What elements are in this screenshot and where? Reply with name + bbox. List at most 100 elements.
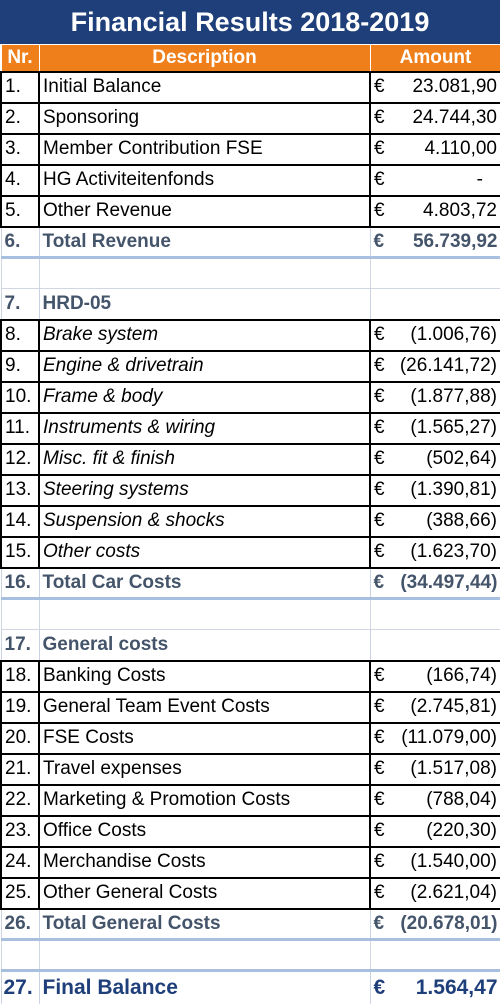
row-nr: 16. xyxy=(0,567,40,600)
section-row: 7. HRD-05 xyxy=(0,288,500,320)
row-amount: 4.110,00 xyxy=(424,138,497,159)
row-amount: (788,04) xyxy=(426,789,497,810)
financial-table: Nr. Description Amount 1. Initial Balanc… xyxy=(0,44,500,1004)
row-nr: 21. xyxy=(0,752,40,786)
row-description: Sponsoring xyxy=(38,101,371,135)
total-row: 16. Total Car Costs € (34.497,44) xyxy=(0,567,500,600)
row-amount: (20.678,01) xyxy=(400,912,498,934)
table-row: 20. FSE Costs € (11.079,00) xyxy=(0,721,500,755)
row-nr: 1. xyxy=(0,70,40,104)
row-amount: (1.540,00) xyxy=(410,851,497,872)
row-amount: 4.803,72 xyxy=(423,200,497,221)
table-row: 13. Steering systems € (1.390,81) xyxy=(0,473,500,507)
section-row: 17. General costs xyxy=(0,629,500,661)
currency-symbol: € xyxy=(373,230,385,252)
row-description: Office Costs xyxy=(38,814,371,848)
row-nr: 12. xyxy=(0,442,40,476)
row-nr: 26. xyxy=(0,908,40,941)
currency-symbol: € xyxy=(374,541,385,562)
row-nr: 18. xyxy=(0,659,40,693)
row-amount: - xyxy=(476,169,483,190)
currency-symbol: € xyxy=(374,448,385,469)
row-amount: (1.517,08) xyxy=(410,758,497,779)
header-nr: Nr. xyxy=(0,44,40,72)
row-amount: 1.564,47 xyxy=(415,975,498,999)
header-row: Nr. Description Amount xyxy=(0,44,500,72)
table-row: 11. Instruments & wiring € (1.565,27) xyxy=(0,411,500,445)
row-nr: 27. xyxy=(0,969,40,1004)
row-nr: 22. xyxy=(0,783,40,817)
row-nr: 15. xyxy=(0,535,40,569)
row-description: Other costs xyxy=(38,535,371,569)
row-amount: (1.877,88) xyxy=(410,386,497,407)
currency-symbol: € xyxy=(374,882,385,903)
row-description: Brake system xyxy=(38,318,371,352)
table-row: 4. HG Activiteitenfonds € - xyxy=(0,163,500,197)
row-amount: (502,64) xyxy=(426,448,497,469)
currency-symbol: € xyxy=(374,417,385,438)
row-description: Travel expenses xyxy=(38,752,371,786)
row-nr: 19. xyxy=(0,690,40,724)
row-description: Total Revenue xyxy=(38,226,371,259)
table-row: 25. Other General Costs € (2.621,04) xyxy=(0,876,500,910)
row-nr: 24. xyxy=(0,845,40,879)
row-amount: 24.744,30 xyxy=(412,107,497,128)
row-description: Marketing & Promotion Costs xyxy=(38,783,371,817)
row-amount: (2.745,81) xyxy=(410,696,497,717)
currency-symbol: € xyxy=(374,851,385,872)
row-nr: 7. xyxy=(0,288,40,320)
row-amount: (388,66) xyxy=(426,510,497,531)
currency-symbol: € xyxy=(374,138,385,159)
row-description: Suspension & shocks xyxy=(38,504,371,538)
row-description: Initial Balance xyxy=(38,70,371,104)
currency-symbol: € xyxy=(374,820,385,841)
row-amount: (1.565,27) xyxy=(410,417,497,438)
currency-symbol: € xyxy=(374,200,385,221)
row-description: Steering systems xyxy=(38,473,371,507)
row-nr: 14. xyxy=(0,504,40,538)
row-nr: 8. xyxy=(0,318,40,352)
row-nr: 10. xyxy=(0,380,40,414)
row-amount: (166,74) xyxy=(426,665,497,686)
row-description: Total Car Costs xyxy=(38,567,371,600)
currency-symbol: € xyxy=(374,510,385,531)
row-amount: 23.081,90 xyxy=(412,76,497,97)
row-nr: 23. xyxy=(0,814,40,848)
table-row: 23. Office Costs € (220,30) xyxy=(0,814,500,848)
row-description: Misc. fit & finish xyxy=(38,442,371,476)
section-title: HRD-05 xyxy=(38,288,371,320)
currency-symbol: € xyxy=(374,324,385,345)
table-row: 5. Other Revenue €4.803,72 xyxy=(0,194,500,228)
row-amount: (26.141,72) xyxy=(399,355,497,376)
currency-symbol: € xyxy=(374,76,385,97)
row-amount: (1.006,76) xyxy=(410,324,497,345)
row-amount: (2.621,04) xyxy=(410,882,497,903)
row-nr: 6. xyxy=(0,226,40,259)
currency-symbol: € xyxy=(373,912,385,934)
table-row: 18. Banking Costs € (166,74) xyxy=(0,659,500,693)
row-description: Engine & drivetrain xyxy=(38,349,371,383)
header-description: Description xyxy=(38,44,371,72)
table-row: 9. Engine & drivetrain € (26.141,72) xyxy=(0,349,500,383)
final-balance-row: 27. Final Balance €1.564,47 xyxy=(0,969,500,1004)
row-nr: 3. xyxy=(0,132,40,166)
section-title: General costs xyxy=(38,629,371,661)
row-amount: (1.623,70) xyxy=(410,541,497,562)
row-description: Frame & body xyxy=(38,380,371,414)
row-amount: 56.739,92 xyxy=(412,230,498,252)
currency-symbol: € xyxy=(374,479,385,500)
row-description: Instruments & wiring xyxy=(38,411,371,445)
currency-symbol: € xyxy=(374,169,385,190)
table-row: 8. Brake system € (1.006,76) xyxy=(0,318,500,352)
row-description: General Team Event Costs xyxy=(38,690,371,724)
page-title: Financial Results 2018-2019 xyxy=(0,0,500,44)
row-description: HG Activiteitenfonds xyxy=(38,163,371,197)
table-row: 22. Marketing & Promotion Costs € (788,04… xyxy=(0,783,500,817)
total-row: 6. Total Revenue €56.739,92 xyxy=(0,226,500,259)
row-description: Total General Costs xyxy=(38,908,371,941)
table-row: 10. Frame & body € (1.877,88) xyxy=(0,380,500,414)
row-description: Final Balance xyxy=(38,969,371,1004)
row-nr: 11. xyxy=(0,411,40,445)
currency-symbol: € xyxy=(373,571,385,593)
blank-row xyxy=(0,939,500,971)
